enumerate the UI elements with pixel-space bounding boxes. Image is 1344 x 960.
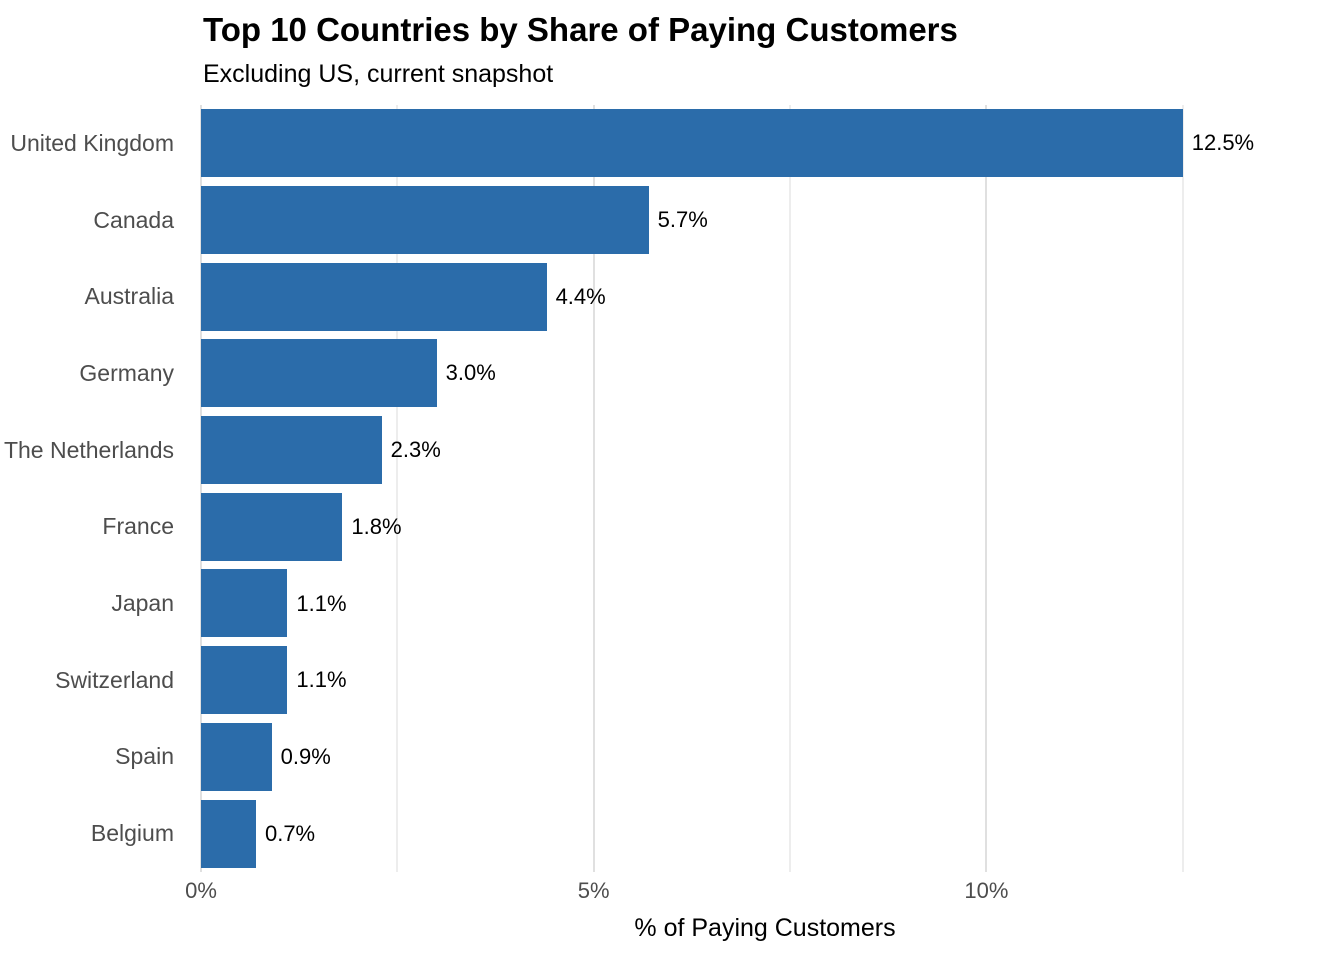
- bar-row-canada: 5.7%: [201, 182, 1330, 259]
- value-label-france: 1.8%: [351, 513, 402, 539]
- y-axis-labels: United Kingdom Canada Australia Germany The …: [0, 105, 188, 872]
- chart-subtitle: Excluding US, current snapshot: [203, 60, 554, 88]
- bar-the-netherlands: [201, 416, 382, 485]
- bar-switzerland: [201, 646, 288, 715]
- bar-canada: [201, 185, 649, 254]
- bar-row-spain: 0.9%: [201, 719, 1330, 796]
- value-label-switzerland: 1.1%: [296, 667, 347, 693]
- y-label-row-japan: Japan: [0, 565, 188, 642]
- y-label-row-germany: Germany: [0, 335, 188, 412]
- x-axis: 0% 5% 10%: [185, 878, 1330, 908]
- bar-row-united-kingdom: 12.5%: [201, 105, 1330, 182]
- bar-row-belgium: 0.7%: [201, 795, 1330, 872]
- y-label-row-australia: Australia: [0, 258, 188, 335]
- bar-row-switzerland: 1.1%: [201, 642, 1330, 719]
- y-axis-label-australia: Australia: [84, 283, 174, 310]
- y-label-row-the-netherlands: The Netherlands: [0, 412, 188, 489]
- plot-panel: 12.5% 5.7% 4.4% 3.0% 2.3% 1.8% 1.1% 1.1% 0.9% 0.7…: [200, 105, 1330, 872]
- bar-row-germany: 3.0%: [201, 335, 1330, 412]
- y-axis-label-germany: Germany: [79, 359, 174, 386]
- x-tick-label-5: 5%: [577, 878, 610, 903]
- y-label-row-canada: Canada: [0, 182, 188, 259]
- bar-belgium: [201, 799, 256, 868]
- bar-row-australia: 4.4%: [201, 258, 1330, 335]
- y-axis-label-japan: Japan: [111, 590, 174, 617]
- bar-france: [201, 492, 343, 561]
- gridline-minor-12.5: [1181, 105, 1184, 872]
- y-axis-label-united-kingdom: United Kingdom: [10, 129, 174, 156]
- gridline-major-0: [200, 105, 202, 872]
- y-label-row-belgium: Belgium: [0, 795, 188, 872]
- gridline-minor-2.5: [396, 105, 399, 872]
- x-tick-label-10: 10%: [964, 878, 1009, 903]
- bar-australia: [201, 262, 547, 331]
- y-axis-label-france: France: [102, 513, 174, 540]
- y-axis-label-the-netherlands: The Netherlands: [3, 436, 174, 463]
- y-label-row-united-kingdom: United Kingdom: [0, 105, 188, 182]
- value-label-japan: 1.1%: [296, 590, 347, 616]
- bar-germany: [201, 339, 437, 408]
- gridline-major-5: [592, 105, 595, 872]
- value-label-australia: 4.4%: [555, 283, 606, 309]
- y-axis-label-spain: Spain: [115, 743, 174, 770]
- bar-row-france: 1.8%: [201, 489, 1330, 566]
- bar-row-japan: 1.1%: [201, 565, 1330, 642]
- y-axis-label-canada: Canada: [93, 206, 174, 233]
- value-label-the-netherlands: 2.3%: [390, 437, 441, 463]
- value-label-united-kingdom: 12.5%: [1191, 130, 1255, 156]
- value-label-spain: 0.9%: [280, 743, 331, 769]
- bar-row-the-netherlands: 2.3%: [201, 412, 1330, 489]
- value-label-belgium: 0.7%: [264, 820, 316, 846]
- bar-united-kingdom: [201, 109, 1183, 178]
- gridline-major-10: [985, 105, 988, 872]
- bar-japan: [201, 569, 288, 638]
- y-axis-label-switzerland: Switzerland: [55, 666, 174, 693]
- bar-spain: [201, 722, 272, 791]
- y-axis-label-belgium: Belgium: [90, 820, 174, 847]
- y-label-row-switzerland: Switzerland: [0, 642, 188, 719]
- y-label-row-spain: Spain: [0, 719, 188, 796]
- x-axis-title: % of Paying Customers: [634, 914, 896, 942]
- gridline-minor-7.5: [789, 105, 792, 872]
- x-tick-label-0: 0%: [185, 878, 217, 903]
- value-label-germany: 3.0%: [445, 360, 496, 386]
- value-label-canada: 5.7%: [657, 207, 708, 233]
- chart-title: Top 10 Countries by Share of Paying Cust…: [203, 11, 958, 48]
- y-label-row-france: France: [0, 489, 188, 566]
